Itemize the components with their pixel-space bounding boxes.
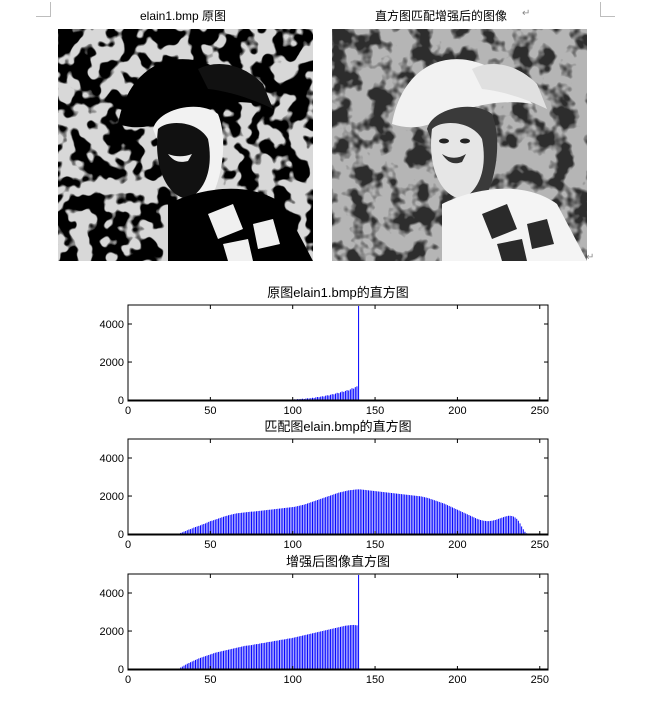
axes-frame bbox=[127, 438, 549, 536]
page-corner-mark-left bbox=[36, 2, 51, 17]
y-tick-label: 2000 bbox=[100, 491, 124, 503]
enhanced-image bbox=[332, 29, 587, 261]
x-tick-label: 150 bbox=[366, 405, 384, 417]
y-tick-label: 0 bbox=[118, 529, 124, 541]
plot-area-3 bbox=[128, 574, 548, 670]
histogram-title-1: 原图elain1.bmp的直方图 bbox=[267, 285, 409, 300]
plot-area-1 bbox=[128, 305, 548, 401]
axes-frame bbox=[127, 304, 549, 402]
paragraph-mark-bottom: ↵ bbox=[586, 252, 595, 263]
histogram-title-3: 增强后图像直方图 bbox=[286, 554, 390, 569]
x-tick-label: 0 bbox=[125, 539, 131, 551]
enhanced-image-title: 直方图匹配增强后的图像 bbox=[375, 9, 508, 23]
x-tick-label: 100 bbox=[284, 539, 302, 551]
x-tick-label: 250 bbox=[531, 405, 549, 417]
x-tick-label: 200 bbox=[448, 405, 466, 417]
x-tick-label: 200 bbox=[448, 674, 466, 686]
x-tick-label: 200 bbox=[448, 539, 466, 551]
original-image-title: elain1.bmp 原图 bbox=[140, 9, 227, 23]
x-tick-label: 100 bbox=[284, 405, 302, 417]
x-tick-label: 0 bbox=[125, 674, 131, 686]
y-tick-label: 0 bbox=[118, 395, 124, 407]
x-tick-label: 50 bbox=[204, 674, 216, 686]
y-tick-label: 4000 bbox=[100, 453, 124, 465]
x-tick-label: 0 bbox=[125, 405, 131, 417]
x-tick-label: 50 bbox=[204, 539, 216, 551]
plot-area-2 bbox=[128, 439, 548, 535]
page-corner-mark-right bbox=[600, 2, 615, 17]
x-tick-label: 150 bbox=[366, 674, 384, 686]
y-tick-label: 2000 bbox=[100, 626, 124, 638]
x-tick-label: 150 bbox=[366, 539, 384, 551]
y-tick-label: 4000 bbox=[100, 319, 124, 331]
y-tick-label: 2000 bbox=[100, 357, 124, 369]
y-tick-label: 4000 bbox=[100, 588, 124, 600]
x-tick-label: 50 bbox=[204, 405, 216, 417]
x-tick-label: 250 bbox=[531, 674, 549, 686]
y-tick-label: 0 bbox=[118, 664, 124, 676]
original-image bbox=[58, 29, 313, 261]
x-tick-label: 250 bbox=[531, 539, 549, 551]
x-tick-label: 100 bbox=[284, 674, 302, 686]
paragraph-mark-top: ↵ bbox=[522, 8, 531, 19]
axes-frame bbox=[127, 573, 549, 671]
histogram-title-2: 匹配图elain.bmp的直方图 bbox=[264, 419, 411, 434]
